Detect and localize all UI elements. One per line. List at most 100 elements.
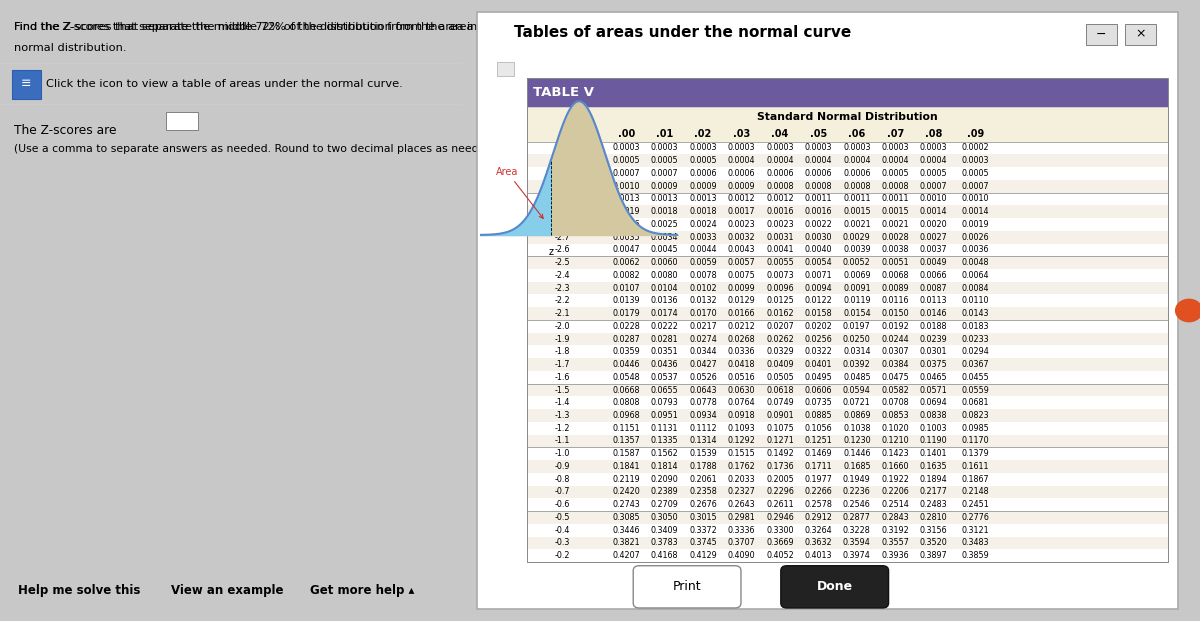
Text: 0.1660: 0.1660	[882, 462, 910, 471]
Text: z: z	[548, 247, 553, 256]
Text: 0.0606: 0.0606	[805, 386, 832, 394]
Text: 0.0197: 0.0197	[842, 322, 871, 331]
Text: 0.0013: 0.0013	[612, 194, 640, 204]
Text: 0.0222: 0.0222	[650, 322, 679, 331]
Text: 0.0025: 0.0025	[650, 220, 678, 229]
Text: 0.0019: 0.0019	[961, 220, 989, 229]
Text: 0.2676: 0.2676	[689, 500, 716, 509]
Text: 0.0113: 0.0113	[920, 296, 948, 306]
Text: 0.2946: 0.2946	[766, 513, 794, 522]
Text: 0.2206: 0.2206	[882, 487, 910, 496]
Text: 0.1977: 0.1977	[804, 474, 833, 484]
Bar	[527, 78, 1168, 107]
Text: 0.0006: 0.0006	[805, 169, 832, 178]
Text: 0.0217: 0.0217	[689, 322, 716, 331]
Text: 0.1190: 0.1190	[920, 437, 948, 445]
Text: 0.0018: 0.0018	[689, 207, 716, 216]
Text: 0.2451: 0.2451	[961, 500, 989, 509]
Text: 0.0329: 0.0329	[766, 347, 794, 356]
Text: 0.0838: 0.0838	[920, 411, 948, 420]
Circle shape	[1176, 299, 1200, 322]
Text: -2.5: -2.5	[554, 258, 570, 267]
Text: 0.0166: 0.0166	[727, 309, 755, 318]
Text: Get more help ▴: Get more help ▴	[310, 584, 414, 597]
Text: 0.0006: 0.0006	[844, 169, 870, 178]
Text: 0.0301: 0.0301	[920, 347, 948, 356]
Text: 0.3974: 0.3974	[842, 551, 871, 560]
Text: 0.0005: 0.0005	[650, 156, 678, 165]
Text: 0.0351: 0.0351	[650, 347, 678, 356]
Text: 0.3192: 0.3192	[882, 525, 910, 535]
Text: 0.1379: 0.1379	[961, 449, 989, 458]
Text: -0.6: -0.6	[554, 500, 570, 509]
Text: 0.0060: 0.0060	[650, 258, 678, 267]
Text: 0.3897: 0.3897	[920, 551, 948, 560]
Text: 0.0066: 0.0066	[920, 271, 948, 280]
Text: 0.0212: 0.0212	[727, 322, 756, 331]
Text: 0.0071: 0.0071	[804, 271, 833, 280]
Text: 0.0287: 0.0287	[612, 335, 640, 343]
Text: 0.0009: 0.0009	[727, 182, 755, 191]
Text: 0.0024: 0.0024	[689, 220, 716, 229]
Text: TABLE V: TABLE V	[533, 86, 594, 99]
Text: 0.1314: 0.1314	[689, 437, 716, 445]
Text: 0.0183: 0.0183	[961, 322, 989, 331]
Text: -0.5: -0.5	[554, 513, 570, 522]
Text: 0.3669: 0.3669	[766, 538, 793, 547]
Text: 0.1539: 0.1539	[689, 449, 716, 458]
Text: 0.0384: 0.0384	[882, 360, 910, 369]
Text: 0.0040: 0.0040	[805, 245, 832, 255]
Bar	[527, 371, 1168, 384]
Text: 0.0028: 0.0028	[882, 233, 910, 242]
Text: 0.0116: 0.0116	[882, 296, 910, 306]
Text: 0.0005: 0.0005	[882, 169, 910, 178]
Text: 0.0008: 0.0008	[844, 182, 870, 191]
Text: 0.0047: 0.0047	[612, 245, 640, 255]
Text: 0.0008: 0.0008	[767, 182, 793, 191]
Text: 0.0934: 0.0934	[689, 411, 716, 420]
Text: 0.0007: 0.0007	[612, 169, 640, 178]
Text: 0.0003: 0.0003	[961, 156, 989, 165]
Text: 0.0003: 0.0003	[805, 143, 832, 153]
Text: -1.8: -1.8	[554, 347, 570, 356]
Text: 0.0158: 0.0158	[804, 309, 833, 318]
Text: 0.0455: 0.0455	[961, 373, 989, 382]
Text: 0.0059: 0.0059	[689, 258, 716, 267]
Text: 0.0003: 0.0003	[882, 143, 910, 153]
Text: 0.0003: 0.0003	[844, 143, 870, 153]
Text: Tables of areas under the normal curve: Tables of areas under the normal curve	[514, 25, 851, 40]
Text: 0.0985: 0.0985	[961, 424, 989, 433]
Text: -1.9: -1.9	[554, 335, 570, 343]
Text: 0.0012: 0.0012	[766, 194, 793, 204]
Text: 0.0014: 0.0014	[961, 207, 989, 216]
Text: 0.3085: 0.3085	[612, 513, 640, 522]
Text: 0.0244: 0.0244	[882, 335, 910, 343]
Text: 0.0505: 0.0505	[766, 373, 794, 382]
Text: The Z-scores are: The Z-scores are	[14, 124, 120, 137]
Text: 0.1841: 0.1841	[612, 462, 640, 471]
Text: 0.0008: 0.0008	[882, 182, 910, 191]
Text: -2.7: -2.7	[554, 233, 570, 242]
Text: 0.0901: 0.0901	[766, 411, 793, 420]
Bar	[527, 498, 1168, 511]
Text: 0.0080: 0.0080	[650, 271, 678, 280]
Text: 0.0075: 0.0075	[727, 271, 756, 280]
Text: 0.1587: 0.1587	[612, 449, 640, 458]
Bar	[527, 307, 1168, 320]
Text: 0.1170: 0.1170	[961, 437, 989, 445]
Text: 0.0004: 0.0004	[767, 156, 793, 165]
Text: 0.0007: 0.0007	[650, 169, 678, 178]
Text: 0.3859: 0.3859	[961, 551, 989, 560]
Text: Standard Normal Distribution: Standard Normal Distribution	[757, 112, 937, 122]
Text: -1.3: -1.3	[554, 411, 570, 420]
Text: Print: Print	[673, 581, 702, 593]
Text: 0.1112: 0.1112	[689, 424, 716, 433]
Text: 0.3372: 0.3372	[689, 525, 716, 535]
Text: 0.0885: 0.0885	[804, 411, 833, 420]
Text: 0.0294: 0.0294	[961, 347, 989, 356]
FancyBboxPatch shape	[781, 566, 888, 608]
Text: 0.0016: 0.0016	[767, 207, 793, 216]
Text: 0.0110: 0.0110	[961, 296, 989, 306]
Text: .06: .06	[848, 129, 865, 139]
Text: 0.3707: 0.3707	[727, 538, 756, 547]
